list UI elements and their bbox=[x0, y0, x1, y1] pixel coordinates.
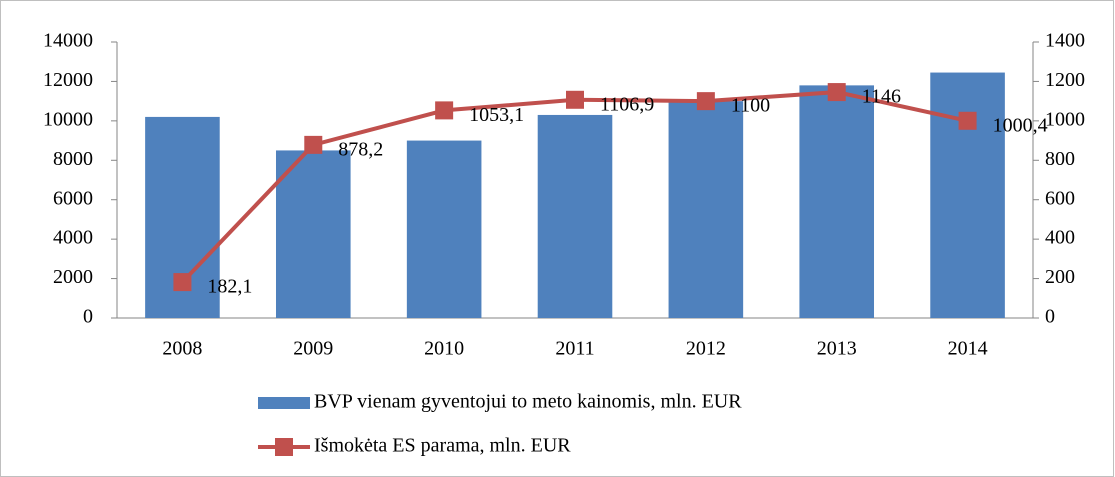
x-tick-label: 2013 bbox=[817, 338, 857, 360]
bar bbox=[275, 150, 351, 318]
legend-swatch-marker bbox=[275, 438, 293, 456]
y2-tick-label: 1000 bbox=[1045, 108, 1085, 130]
line-marker bbox=[696, 92, 715, 111]
x-tick-label: 2012 bbox=[686, 338, 726, 360]
x-tick-label: 2014 bbox=[948, 338, 988, 360]
x-tick-label: 2011 bbox=[555, 338, 594, 360]
line-marker bbox=[304, 135, 323, 154]
line-marker bbox=[827, 83, 846, 102]
y-tick-label: 8000 bbox=[53, 148, 93, 170]
data-label: 1106,9 bbox=[600, 93, 654, 115]
bar bbox=[930, 72, 1005, 318]
data-label: 1053,1 bbox=[469, 104, 524, 126]
data-label: 182,1 bbox=[207, 276, 252, 298]
y-tick-label: 4000 bbox=[53, 227, 93, 249]
y-tick-label: 6000 bbox=[53, 187, 93, 209]
bar bbox=[668, 101, 744, 319]
bar bbox=[406, 140, 482, 318]
y2-tick-label: 600 bbox=[1045, 187, 1075, 209]
y2-tick-label: 0 bbox=[1045, 306, 1055, 328]
y-tick-label: 14000 bbox=[43, 30, 93, 52]
line-marker bbox=[566, 90, 584, 109]
data-label: 1146 bbox=[862, 86, 901, 108]
y-tick-label: 2000 bbox=[53, 266, 93, 288]
y2-tick-label: 1400 bbox=[1045, 30, 1085, 52]
line-marker bbox=[173, 273, 192, 292]
line-marker bbox=[435, 101, 454, 120]
x-tick-label: 2009 bbox=[293, 338, 333, 360]
data-label: 1100 bbox=[731, 95, 770, 117]
line-marker bbox=[958, 111, 977, 130]
legend-label: BVP vienam gyventojui to meto kainomis, … bbox=[314, 391, 742, 413]
y2-tick-label: 800 bbox=[1045, 148, 1075, 170]
y2-tick-label: 400 bbox=[1045, 227, 1075, 249]
x-tick-label: 2008 bbox=[162, 338, 202, 360]
x-tick-label: 2010 bbox=[424, 338, 464, 360]
legend-swatch bbox=[258, 397, 310, 409]
y-tick-label: 0 bbox=[83, 306, 93, 328]
bar bbox=[799, 85, 875, 318]
bar bbox=[537, 114, 613, 318]
legend-label: Išmokėta ES parama, mln. EUR bbox=[314, 435, 571, 457]
y2-tick-label: 1200 bbox=[1045, 69, 1085, 91]
y-tick-label: 12000 bbox=[43, 69, 93, 91]
data-label: 1000,4 bbox=[993, 114, 1048, 136]
y2-tick-label: 200 bbox=[1045, 266, 1075, 288]
data-label: 878,2 bbox=[338, 138, 383, 160]
y-tick-label: 10000 bbox=[43, 108, 93, 130]
